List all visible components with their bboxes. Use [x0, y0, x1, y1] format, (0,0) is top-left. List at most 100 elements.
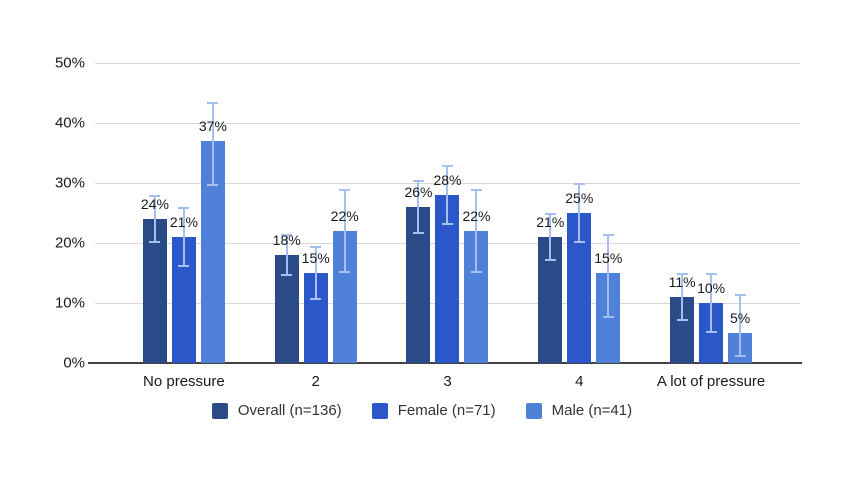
- error-bar-line: [417, 180, 420, 234]
- error-bar-line: [475, 189, 478, 273]
- error-bar-cap-top: [734, 294, 746, 296]
- bar-value-label: 22%: [330, 208, 359, 224]
- x-axis-line: [88, 362, 802, 364]
- bar-cluster: 18% 15% 22%: [250, 189, 382, 363]
- error-bar-cap-top: [470, 189, 482, 191]
- error-bar-cap-top: [310, 246, 322, 248]
- error-bar-cap-top: [573, 183, 585, 185]
- error-bar-cap-top: [207, 102, 219, 104]
- legend-label: Female (n=71): [397, 402, 496, 419]
- legend-label: Male (n=41): [551, 402, 633, 419]
- error-bar-line: [182, 207, 185, 267]
- category-group: 24% 21% 37% No pressure: [118, 40, 250, 390]
- bar-groups: 24% 21% 37% No pressure 18% 15% 22% 2 26% 28% 22% 3…: [95, 40, 800, 390]
- y-axis-tick-label: 40%: [54, 114, 85, 132]
- category-group: 21% 25% 15% 4: [513, 40, 645, 390]
- bar-column: 22%: [331, 189, 359, 363]
- bar-overall: [142, 219, 167, 363]
- bar-value-label: 26%: [404, 184, 433, 200]
- bar-column: 21%: [170, 207, 198, 363]
- bar-value-label: 25%: [565, 190, 594, 206]
- error-bar: [544, 213, 556, 261]
- error-bar-cap-bottom: [412, 232, 424, 234]
- bar-column: 25%: [565, 183, 593, 363]
- bar-column: 18%: [273, 233, 301, 363]
- error-bar-cap-bottom: [602, 316, 614, 318]
- x-axis-category-label: A lot of pressure: [656, 373, 766, 390]
- bar-value-label: 22%: [462, 208, 491, 224]
- legend-item-male: Male (n=41): [525, 402, 633, 419]
- error-bar-cap-top: [676, 273, 688, 275]
- error-bar-cap-bottom: [676, 319, 688, 321]
- error-bar-cap-top: [441, 165, 453, 167]
- error-bar-line: [314, 246, 317, 300]
- error-bar-cap-bottom: [573, 241, 585, 243]
- error-bar-line: [446, 165, 449, 225]
- bar-value-label: 24%: [140, 196, 169, 212]
- bar-value-label: 5%: [729, 310, 751, 326]
- bar-value-label: 15%: [301, 250, 330, 266]
- y-axis-tick-label: 20%: [54, 234, 85, 252]
- error-bar: [470, 189, 482, 273]
- error-bar-line: [681, 273, 684, 321]
- error-bar-cap-bottom: [310, 298, 322, 300]
- x-axis-category-label: 2: [311, 373, 320, 390]
- error-bar: [573, 183, 585, 243]
- error-bar-line: [607, 234, 610, 318]
- error-bar: [207, 102, 219, 186]
- error-bar-cap-top: [339, 189, 351, 191]
- plot-area: 0% 10% 20% 30% 40% 50% 24% 21% 37% No pressure 18…: [55, 40, 802, 390]
- category-group: 18% 15% 22% 2: [250, 40, 382, 390]
- error-bar-cap-bottom: [705, 331, 717, 333]
- bar-value-label: 11%: [668, 274, 696, 290]
- bar-value-label: 18%: [272, 232, 301, 248]
- y-axis-tick-label: 10%: [54, 294, 85, 312]
- error-bar: [734, 294, 746, 357]
- error-bar-cap-top: [412, 180, 424, 182]
- legend-item-overall: Overall (n=136): [211, 402, 342, 419]
- gridline: [95, 122, 800, 124]
- bar-cluster: 24% 21% 37%: [118, 102, 250, 363]
- error-bar-line: [343, 189, 346, 273]
- bar-column: 10%: [697, 273, 725, 363]
- error-bar: [310, 246, 322, 300]
- x-axis-category-label: 4: [575, 373, 584, 390]
- bar-column: 15%: [302, 246, 330, 363]
- error-bar-cap-top: [544, 213, 556, 215]
- error-bar-cap-bottom: [207, 184, 219, 186]
- bar-value-label: 21%: [169, 214, 198, 230]
- legend-swatch: [371, 402, 388, 419]
- error-bar: [149, 195, 161, 243]
- error-bar-cap-top: [149, 195, 161, 197]
- bar-value-label: 37%: [198, 118, 227, 134]
- error-bar: [412, 180, 424, 234]
- x-axis-category-label: No pressure: [143, 373, 225, 390]
- error-bar-cap-bottom: [544, 259, 556, 261]
- bar-column: 26%: [404, 180, 433, 363]
- bar-value-label: 15%: [594, 250, 623, 266]
- error-bar-line: [285, 234, 288, 276]
- error-bar-cap-bottom: [281, 274, 293, 276]
- x-axis-category-label: 3: [443, 373, 452, 390]
- error-bar-cap-top: [602, 234, 614, 236]
- legend-swatch: [211, 402, 228, 419]
- error-bar: [281, 234, 293, 276]
- bar-column: 22%: [462, 189, 491, 363]
- bar-column: 15%: [594, 234, 622, 363]
- bar-value-label: 28%: [433, 172, 462, 188]
- legend-swatch: [525, 402, 542, 419]
- error-bar-cap-top: [281, 234, 293, 236]
- bar-value-label: 21%: [536, 214, 565, 230]
- error-bar-line: [739, 294, 742, 357]
- legend-item-female: Female (n=71): [371, 402, 496, 419]
- legend-label: Overall (n=136): [237, 402, 342, 419]
- error-bar: [676, 273, 688, 321]
- bar-cluster: 11% 10% 5%: [645, 273, 777, 363]
- error-bar-cap-bottom: [149, 241, 161, 243]
- error-bar-line: [211, 102, 214, 186]
- category-group: 26% 28% 22% 3: [382, 40, 514, 390]
- error-bar-cap-bottom: [441, 223, 453, 225]
- bar-column: 21%: [536, 213, 564, 363]
- bar-column: 5%: [728, 294, 753, 363]
